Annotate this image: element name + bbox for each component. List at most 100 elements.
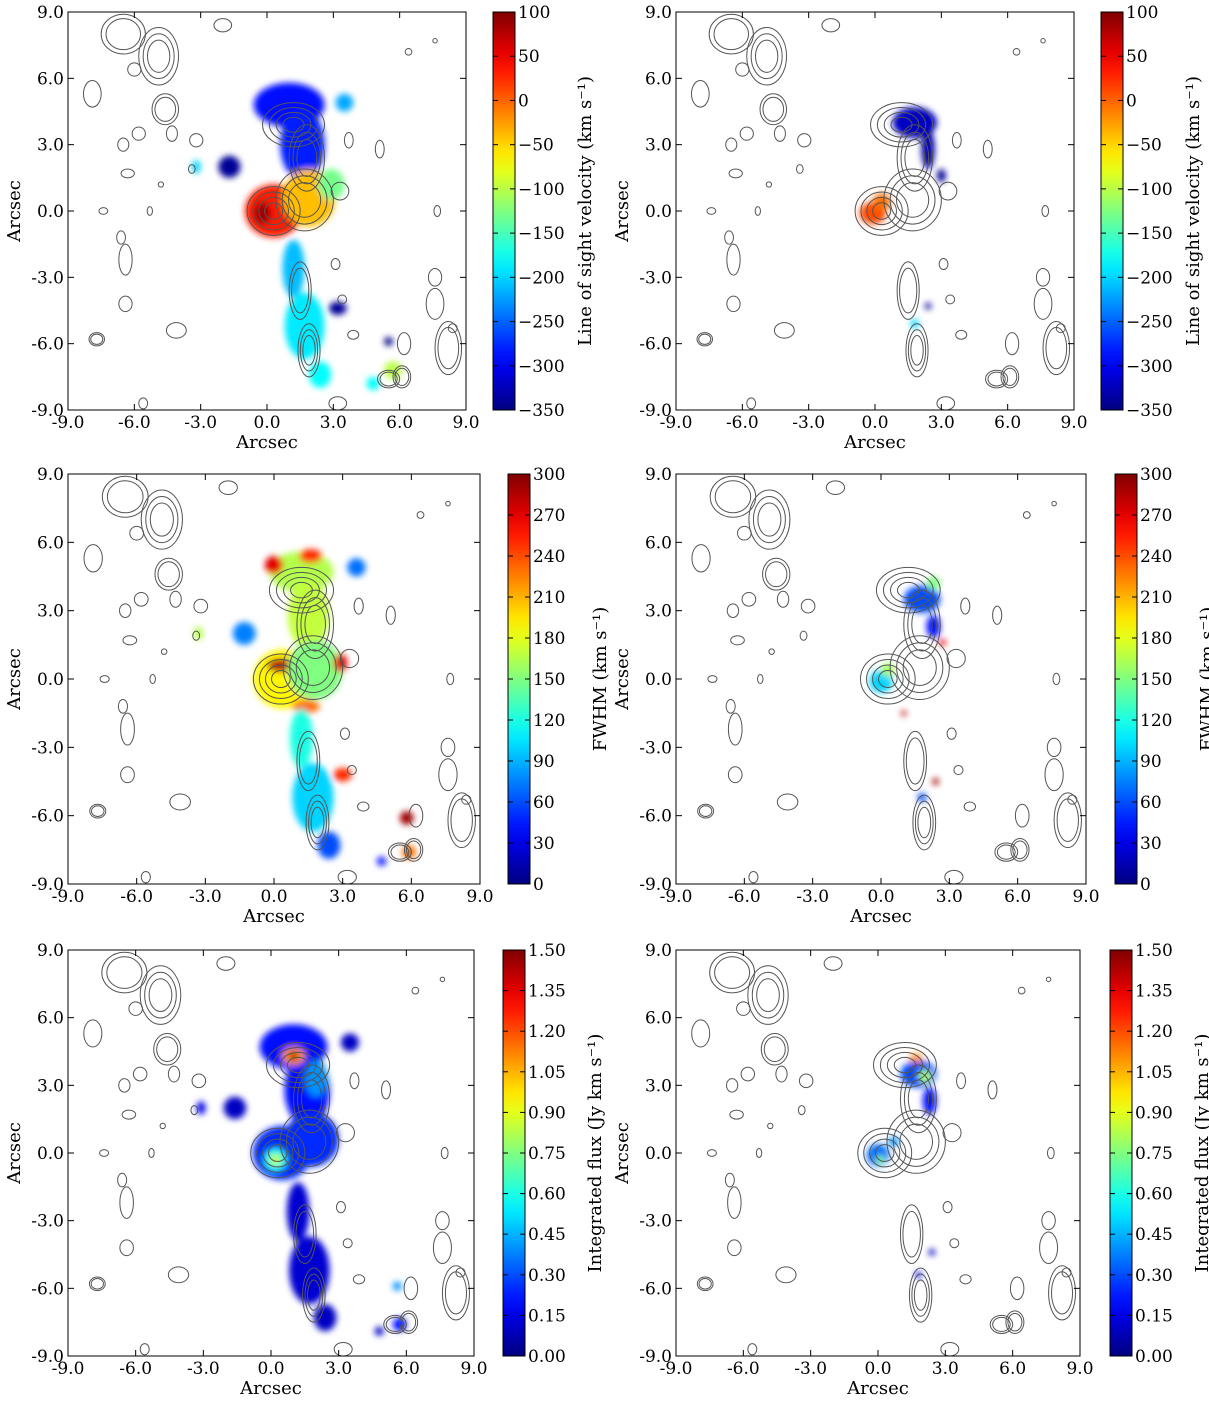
- colorbar: 100 50 0 −50 −100 −150 −200 −250 −300 −350 Line of…: [1100, 3, 1204, 421]
- contour-line: [963, 801, 977, 812]
- emission-region: [317, 168, 345, 200]
- contour-line: [440, 737, 456, 757]
- colorbar-tick-label: −250: [1126, 313, 1173, 333]
- emission-region: [232, 622, 256, 645]
- contour-line: [116, 230, 126, 245]
- contour-line: [264, 664, 297, 694]
- y-tick-label: 3.0: [645, 1076, 672, 1096]
- contour-line: [330, 181, 350, 201]
- contour-line: [706, 1149, 717, 1157]
- x-tick-label: 9.0: [466, 887, 493, 907]
- contour-line: [154, 557, 183, 591]
- contour-line: [218, 480, 238, 495]
- contour-line: [377, 369, 401, 389]
- contour-line: [159, 1122, 166, 1130]
- contour-line: [268, 107, 319, 143]
- x-tick-label: -6.0: [120, 887, 153, 907]
- contour-line: [857, 1127, 913, 1179]
- contour-line: [895, 182, 930, 218]
- contour-line: [1007, 1312, 1023, 1332]
- colorbar-tick-label: −50: [1126, 136, 1162, 156]
- contour-line: [282, 635, 344, 700]
- contour-line: [339, 648, 360, 669]
- contours: [83, 475, 476, 884]
- contour-line: [730, 635, 745, 646]
- contour-line: [432, 1231, 452, 1265]
- contour-line: [866, 658, 910, 700]
- contour-line: [408, 803, 424, 828]
- contour-line: [292, 1123, 327, 1160]
- contour-line: [754, 206, 761, 216]
- y-tick-label: -6.0: [639, 335, 672, 355]
- contour-line: [739, 126, 754, 141]
- contour-line: [942, 1123, 962, 1143]
- contour-line: [886, 1109, 946, 1174]
- x-tick-label: 6.0: [999, 1359, 1026, 1379]
- contour-line: [992, 605, 1003, 625]
- contour-line: [121, 1109, 137, 1120]
- contour-line: [295, 1210, 315, 1258]
- contour-line: [192, 630, 201, 641]
- colorbar-tick-label: 1.20: [528, 1022, 566, 1042]
- contour-line: [385, 605, 396, 625]
- contour-line: [883, 168, 942, 232]
- contour-line: [1042, 321, 1071, 376]
- contour-line: [287, 182, 322, 218]
- contour-line: [727, 1186, 742, 1219]
- contour-line: [118, 1078, 131, 1093]
- y-tick-label: -9.0: [31, 401, 64, 421]
- colorbar-tick-label: −100: [1126, 180, 1173, 200]
- contour-line: [396, 332, 412, 356]
- contour-line: [982, 139, 993, 159]
- colorbar-tick-label: −200: [1126, 268, 1173, 288]
- x-tick-label: 6.0: [386, 413, 413, 433]
- contour-line: [117, 137, 130, 152]
- contour-line: [959, 1274, 972, 1285]
- contour-line: [763, 1036, 786, 1063]
- emission-region: [939, 639, 946, 646]
- contour-line: [725, 137, 738, 152]
- contour-line: [401, 1312, 417, 1332]
- y-axis-label: Arcsec: [4, 648, 25, 711]
- contour-line: [756, 978, 780, 1013]
- contour-line: [873, 1041, 937, 1089]
- x-axis-label: Arcsec: [846, 1378, 909, 1399]
- contour-line: [145, 495, 179, 544]
- x-tick-label: 9.0: [452, 413, 479, 433]
- y-tick-label: -3.0: [639, 268, 672, 288]
- x-tick-label: 0.0: [257, 1359, 284, 1379]
- colorbar-tick-label: 100: [1126, 3, 1158, 23]
- contour-line: [297, 1071, 327, 1126]
- contour-line: [285, 1116, 333, 1167]
- contour-line: [1046, 1146, 1055, 1160]
- contour-line: [335, 1123, 355, 1143]
- contour-line: [917, 806, 932, 839]
- contour-line: [936, 396, 956, 410]
- contour-line: [727, 1239, 742, 1257]
- contour-line: [455, 1267, 466, 1278]
- contour-line: [392, 365, 412, 389]
- contour-line: [942, 1200, 953, 1214]
- contour-line: [994, 842, 1019, 862]
- contour-line: [899, 1064, 937, 1134]
- contour-line: [911, 1273, 930, 1317]
- contour-line: [1053, 792, 1082, 849]
- contour-line: [773, 125, 786, 142]
- colorbar-tick-label: 210: [533, 588, 565, 608]
- contour-line: [907, 329, 927, 372]
- x-tick-label: -9.0: [660, 887, 693, 907]
- y-tick-label: -6.0: [639, 1279, 672, 1299]
- contour-line: [748, 489, 791, 550]
- contour-line: [302, 334, 316, 366]
- contour-line: [262, 102, 325, 148]
- contour-line: [902, 1210, 921, 1258]
- contour-line: [698, 1278, 712, 1290]
- contour-line: [246, 186, 301, 236]
- contour-line: [140, 489, 183, 550]
- emission-region: [328, 301, 347, 315]
- contours: [83, 951, 470, 1356]
- colorbar-tick-label: 0.60: [1135, 1185, 1173, 1205]
- colorbar-tick-label: 0: [1126, 91, 1137, 111]
- contours: [691, 475, 1082, 884]
- contour-line: [889, 175, 936, 225]
